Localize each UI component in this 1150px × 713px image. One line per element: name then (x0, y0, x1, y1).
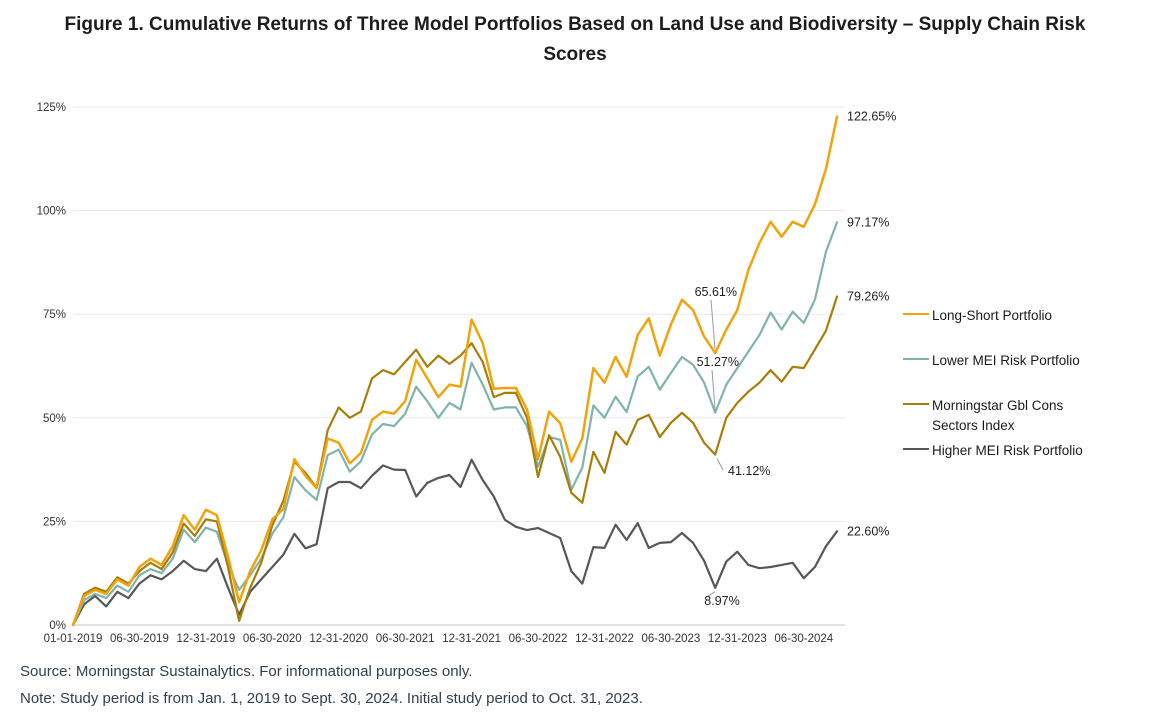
long-short-swatch (903, 313, 929, 315)
series-end-value-label: 22.60% (847, 524, 889, 538)
annotation-leader (711, 369, 716, 409)
x-tick-label: 06-30-2019 (110, 633, 169, 645)
y-tick-label: 75% (43, 309, 66, 321)
y-tick-label: 25% (43, 516, 66, 528)
legend-label: Lower MEI Risk Portfolio (932, 353, 1080, 368)
series-line-lower-mei-risk-portfolio (71, 221, 839, 627)
x-tick-label: 12-31-2021 (442, 633, 501, 645)
annotation-leader (716, 458, 724, 471)
series-line-higher-mei-risk-portfolio (71, 458, 839, 627)
annotation-value-label: 41.12% (728, 464, 770, 478)
annotation-value-label: 65.61% (695, 285, 737, 299)
x-tick-label: 06-30-2024 (774, 633, 833, 645)
legend-item-morningstar-index: Morningstar Gbl Cons Sectors Index (903, 396, 1112, 435)
legend-label: Morningstar Gbl Cons Sectors Index (932, 398, 1064, 433)
series-end-value-label: 79.26% (847, 290, 889, 304)
annotation-leader (710, 299, 716, 350)
x-tick-label: 06-30-2021 (376, 633, 435, 645)
y-tick-label: 0% (49, 620, 66, 632)
x-tick-label: 12-31-2020 (309, 633, 368, 645)
note-line: Note: Study period is from Jan. 1, 2019 … (20, 690, 643, 707)
y-tick-label: 125% (37, 102, 66, 114)
morningstar-index-swatch (903, 403, 929, 405)
series-end-value-label: 122.65% (847, 110, 896, 124)
legend-item-higher-mei: Higher MEI Risk Portfolio (903, 441, 1112, 461)
legend-label: Long-Short Portfolio (932, 308, 1053, 323)
legend-label: Higher MEI Risk Portfolio (932, 443, 1083, 458)
x-tick-label: 06-30-2022 (509, 633, 568, 645)
source-line: Source: Morningstar Sustainalytics. For … (20, 663, 473, 680)
x-tick-label: 06-30-2023 (641, 633, 700, 645)
y-tick-label: 50% (43, 413, 66, 425)
higher-mei-swatch (903, 448, 929, 450)
series-end-value-label: 97.17% (847, 215, 889, 229)
series-line-long-short-portfolio (71, 115, 839, 627)
lower-mei-swatch (903, 358, 929, 360)
annotation-leader (707, 591, 716, 597)
legend-item-lower-mei: Lower MEI Risk Portfolio (903, 351, 1112, 371)
x-tick-label: 12-31-2019 (176, 633, 235, 645)
legend-item-long-short: Long-Short Portfolio (903, 306, 1112, 326)
chart-title: Figure 1. Cumulative Returns of Three Mo… (64, 14, 1086, 66)
annotation-value-label: 51.27% (697, 355, 739, 369)
x-tick-label: 12-31-2022 (575, 633, 634, 645)
series-line-morningstar-gbl-cons-sectors-index (71, 295, 839, 627)
x-tick-label: 12-31-2023 (708, 633, 767, 645)
y-tick-label: 100% (37, 206, 66, 218)
annotation-value-label: 8.97% (704, 594, 739, 608)
x-tick-label: 06-30-2020 (243, 633, 302, 645)
x-tick-label: 01-01-2019 (44, 633, 103, 645)
